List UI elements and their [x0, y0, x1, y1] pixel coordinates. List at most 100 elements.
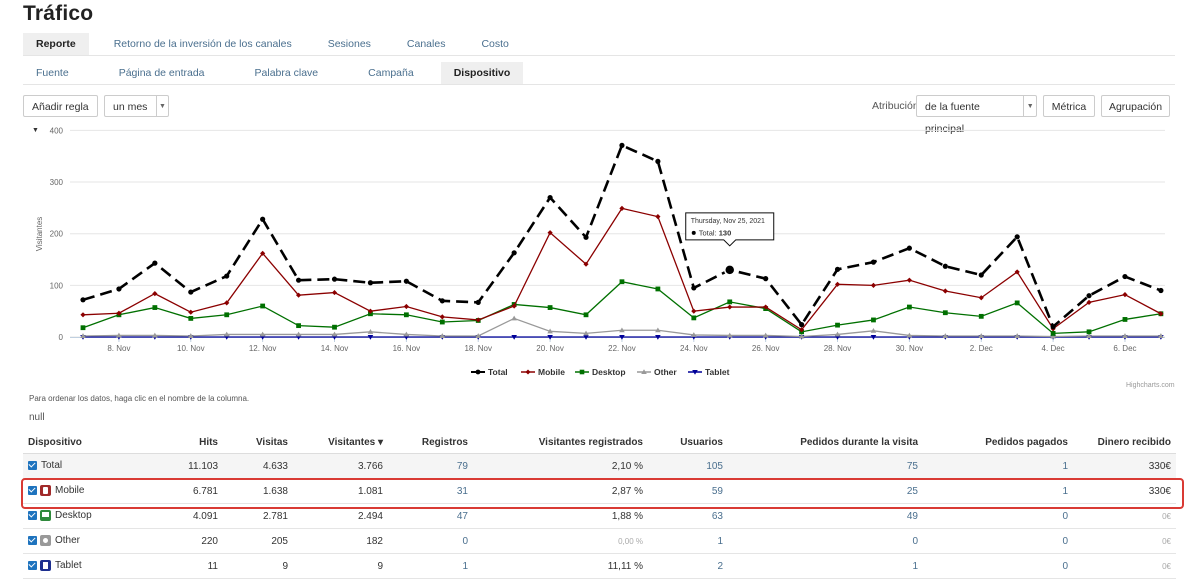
- y-tick-label: 300: [50, 178, 64, 187]
- point-desktop: [942, 310, 948, 316]
- tab-sesiones[interactable]: Sesiones: [327, 38, 371, 50]
- cell-link[interactable]: 0: [923, 553, 1073, 579]
- point-desktop: [152, 305, 158, 310]
- point-desktop: [1086, 329, 1092, 335]
- cell-link[interactable]: 1: [388, 553, 473, 579]
- device-cell: Total: [23, 453, 153, 479]
- tab-canales[interactable]: Canales: [406, 38, 446, 50]
- device-label: Tablet: [55, 560, 82, 572]
- cell-link[interactable]: 1: [648, 528, 728, 554]
- tab-retorno-inversion[interactable]: Retorno de la inversión de los canales: [113, 38, 292, 50]
- device-label: Mobile: [55, 485, 85, 497]
- point-total: [619, 142, 625, 148]
- point-total: [367, 280, 374, 286]
- cell-link[interactable]: 31: [388, 478, 473, 504]
- cell-value: 0€: [1073, 553, 1176, 579]
- point-other: [403, 331, 410, 337]
- table-row: Total 11.103 4.633 3.766 79 2,10 % 105 75 1 330€: [23, 453, 1176, 479]
- cell-link[interactable]: 49: [728, 503, 923, 529]
- legend-label[interactable]: Mobile: [538, 367, 565, 377]
- y-tick-label: 100: [50, 281, 64, 290]
- tab-costo[interactable]: Costo: [481, 38, 509, 50]
- column-header[interactable]: Hits: [153, 431, 223, 454]
- legend-label[interactable]: Total: [488, 367, 508, 377]
- add-rule-button[interactable]: Añadir regla ▼: [23, 95, 98, 134]
- cell-value: 1.081: [293, 478, 388, 504]
- point-desktop: [978, 313, 984, 319]
- checkbox[interactable]: [28, 561, 37, 571]
- point-total: [511, 250, 517, 256]
- checkbox[interactable]: [28, 486, 37, 496]
- legend-label[interactable]: Tablet: [705, 367, 730, 377]
- column-header[interactable]: Usuarios: [648, 431, 728, 454]
- point-desktop: [80, 325, 86, 331]
- cell-link[interactable]: 63: [648, 503, 728, 529]
- point-total: [547, 194, 553, 201]
- cell-value: 182: [293, 528, 388, 554]
- chevron-down-icon: ▼: [1026, 103, 1034, 110]
- metric-button[interactable]: Métrica: [1043, 95, 1095, 117]
- period-select[interactable]: un mes ▼: [104, 95, 169, 117]
- column-header[interactable]: Visitantes ▾: [293, 431, 388, 454]
- point-other: [152, 332, 158, 338]
- tab-palabra-clave[interactable]: Palabra clave: [254, 67, 319, 79]
- group-button[interactable]: Agrupación: [1101, 95, 1170, 117]
- point-total: [942, 263, 948, 269]
- point-total: [691, 285, 697, 291]
- cell-link[interactable]: 0: [728, 528, 923, 554]
- column-header[interactable]: Pedidos durante la visita: [728, 431, 923, 454]
- null-text: null: [29, 412, 45, 423]
- legend-label[interactable]: Desktop: [592, 367, 626, 377]
- cell-link[interactable]: 59: [648, 478, 728, 504]
- tab-reporte[interactable]: Reporte: [23, 33, 89, 55]
- column-header[interactable]: Pedidos pagados: [923, 431, 1073, 454]
- point-total: [1122, 273, 1128, 280]
- point-total: [906, 245, 912, 251]
- cell-link[interactable]: 105: [648, 453, 728, 479]
- point-tablet: [655, 335, 661, 340]
- column-header[interactable]: Visitas: [223, 431, 293, 454]
- cell-link[interactable]: 2: [648, 553, 728, 579]
- point-total: [80, 297, 86, 303]
- x-tick-label: 4. Dec: [1042, 344, 1065, 353]
- point-total: [403, 278, 409, 284]
- point-other: [942, 333, 949, 338]
- point-other: [259, 331, 266, 337]
- cell-value: 2,10 %: [473, 453, 648, 479]
- column-header[interactable]: Registros: [388, 431, 473, 454]
- column-header[interactable]: Visitantes registrados: [473, 431, 648, 454]
- point-other: [223, 331, 230, 337]
- point-desktop: [439, 319, 445, 325]
- cell-link[interactable]: 1: [923, 478, 1073, 504]
- cell-link[interactable]: 79: [388, 453, 473, 479]
- cell-link[interactable]: 75: [728, 453, 923, 479]
- checkbox[interactable]: [28, 536, 37, 546]
- column-header[interactable]: Dispositivo: [23, 431, 153, 454]
- cell-link[interactable]: 0: [388, 528, 473, 554]
- cell-value: 4.633: [223, 453, 293, 479]
- tab-pagina-entrada[interactable]: Página de entrada: [118, 67, 205, 79]
- attribution-select[interactable]: de la fuente principal ▼: [916, 95, 1037, 135]
- point-other: [619, 327, 625, 333]
- tab-fuente[interactable]: Fuente: [36, 67, 69, 79]
- cell-link[interactable]: 47: [388, 503, 473, 529]
- checkbox[interactable]: [28, 461, 37, 471]
- point-other: [1158, 333, 1164, 338]
- point-other: [798, 333, 805, 339]
- legend-label[interactable]: Other: [654, 367, 677, 377]
- point-other: [870, 328, 877, 333]
- hover-point: [723, 264, 736, 276]
- cell-link[interactable]: 1: [728, 553, 923, 579]
- tab-dispositivo[interactable]: Dispositivo: [440, 62, 524, 84]
- tab-campana[interactable]: Campaña: [368, 67, 414, 79]
- checkbox[interactable]: [28, 511, 37, 521]
- series-line-desktop: [82, 281, 1162, 335]
- cell-link[interactable]: 1: [923, 453, 1073, 479]
- point-mobile: [331, 289, 338, 296]
- cell-link[interactable]: 0: [923, 528, 1073, 554]
- cell-link[interactable]: 0: [923, 503, 1073, 529]
- point-mobile: [511, 303, 517, 309]
- cell-value: 6.781: [153, 478, 223, 504]
- cell-link[interactable]: 25: [728, 478, 923, 504]
- column-header[interactable]: Dinero recibido: [1073, 431, 1176, 454]
